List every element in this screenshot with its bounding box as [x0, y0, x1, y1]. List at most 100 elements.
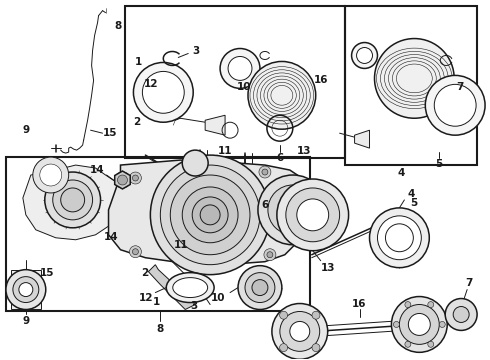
Circle shape	[377, 216, 421, 260]
Bar	[125, 6, 344, 158]
Circle shape	[280, 311, 288, 319]
Text: 5: 5	[436, 159, 443, 169]
Ellipse shape	[173, 278, 208, 298]
Text: 11: 11	[173, 239, 188, 249]
Text: 12: 12	[139, 293, 154, 302]
Circle shape	[258, 175, 328, 245]
Circle shape	[425, 75, 485, 135]
Bar	[6, 157, 310, 311]
Circle shape	[439, 321, 445, 328]
Text: 7: 7	[456, 82, 464, 92]
Polygon shape	[148, 265, 195, 310]
Circle shape	[392, 297, 447, 352]
Circle shape	[405, 341, 411, 347]
Circle shape	[259, 166, 271, 178]
Circle shape	[369, 208, 429, 268]
Text: 14: 14	[103, 232, 118, 242]
Circle shape	[290, 321, 310, 341]
Circle shape	[312, 344, 320, 352]
Circle shape	[61, 188, 85, 212]
Polygon shape	[355, 130, 369, 148]
Circle shape	[115, 172, 130, 188]
Circle shape	[129, 172, 142, 184]
Circle shape	[33, 157, 69, 193]
Circle shape	[192, 197, 228, 233]
Circle shape	[399, 305, 439, 345]
Text: 2: 2	[133, 117, 140, 127]
Text: 5: 5	[410, 198, 417, 208]
Circle shape	[220, 49, 260, 88]
Circle shape	[297, 199, 329, 231]
Text: 7: 7	[466, 278, 473, 288]
Circle shape	[374, 39, 454, 118]
Circle shape	[272, 303, 328, 359]
Circle shape	[133, 62, 193, 122]
Bar	[344, 6, 477, 165]
Circle shape	[182, 187, 238, 243]
Circle shape	[445, 298, 477, 330]
Circle shape	[6, 270, 46, 310]
Text: 2: 2	[141, 268, 148, 278]
Circle shape	[171, 175, 250, 255]
Circle shape	[200, 205, 220, 225]
Bar	[11, 270, 41, 310]
Circle shape	[279, 196, 307, 224]
Text: 3: 3	[190, 301, 197, 311]
Circle shape	[408, 314, 430, 336]
Circle shape	[132, 175, 138, 181]
Circle shape	[428, 341, 434, 347]
Text: 10: 10	[237, 82, 251, 92]
Ellipse shape	[166, 273, 214, 302]
Circle shape	[118, 175, 127, 185]
Circle shape	[53, 180, 93, 220]
Circle shape	[252, 280, 268, 296]
Circle shape	[286, 188, 340, 242]
Text: 4: 4	[408, 189, 415, 199]
Circle shape	[453, 306, 469, 323]
Polygon shape	[205, 115, 225, 135]
Text: 15: 15	[103, 128, 118, 138]
Circle shape	[352, 42, 377, 68]
Text: 14: 14	[90, 165, 105, 175]
Circle shape	[393, 321, 399, 328]
Text: 13: 13	[296, 146, 311, 156]
Text: 12: 12	[144, 79, 159, 89]
Circle shape	[160, 165, 260, 265]
Circle shape	[268, 185, 318, 235]
Text: 1: 1	[152, 297, 160, 307]
Circle shape	[280, 344, 288, 352]
Circle shape	[267, 252, 273, 258]
Circle shape	[182, 150, 208, 176]
Text: 8: 8	[157, 324, 164, 334]
Text: 11: 11	[218, 146, 232, 156]
Text: 10: 10	[211, 293, 225, 302]
Text: 6: 6	[276, 153, 284, 163]
Text: 16: 16	[314, 75, 328, 85]
Circle shape	[245, 273, 275, 302]
Text: 1: 1	[135, 58, 142, 67]
Polygon shape	[108, 160, 308, 265]
Text: 9: 9	[23, 125, 30, 135]
Circle shape	[143, 71, 184, 113]
Circle shape	[132, 249, 138, 255]
Text: 4: 4	[397, 168, 405, 178]
Circle shape	[262, 169, 268, 175]
Circle shape	[19, 283, 33, 297]
Circle shape	[45, 172, 100, 228]
Circle shape	[434, 84, 476, 126]
Polygon shape	[115, 171, 130, 189]
Circle shape	[312, 311, 320, 319]
Text: 9: 9	[22, 316, 29, 327]
Circle shape	[228, 57, 252, 80]
Circle shape	[150, 155, 270, 275]
Text: 3: 3	[193, 46, 200, 57]
Circle shape	[405, 302, 411, 307]
Text: 15: 15	[40, 268, 54, 278]
Circle shape	[238, 266, 282, 310]
Circle shape	[40, 164, 62, 186]
Circle shape	[280, 311, 319, 351]
Text: 6: 6	[261, 200, 268, 210]
Text: 8: 8	[115, 21, 122, 31]
Circle shape	[428, 302, 434, 307]
Circle shape	[277, 179, 348, 251]
